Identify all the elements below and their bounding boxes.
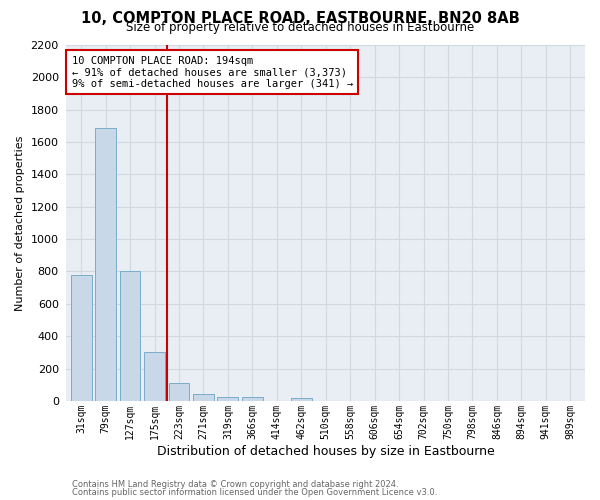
Y-axis label: Number of detached properties: Number of detached properties xyxy=(15,136,25,310)
Bar xyxy=(217,397,238,401)
Bar xyxy=(169,383,190,401)
X-axis label: Distribution of detached houses by size in Eastbourne: Distribution of detached houses by size … xyxy=(157,444,494,458)
Text: Contains HM Land Registry data © Crown copyright and database right 2024.: Contains HM Land Registry data © Crown c… xyxy=(72,480,398,489)
Text: 10, COMPTON PLACE ROAD, EASTBOURNE, BN20 8AB: 10, COMPTON PLACE ROAD, EASTBOURNE, BN20… xyxy=(80,11,520,26)
Bar xyxy=(193,394,214,401)
Bar xyxy=(291,398,311,401)
Bar xyxy=(95,128,116,401)
Bar xyxy=(144,352,165,401)
Text: Size of property relative to detached houses in Eastbourne: Size of property relative to detached ho… xyxy=(126,22,474,35)
Bar xyxy=(119,272,140,401)
Text: 10 COMPTON PLACE ROAD: 194sqm
← 91% of detached houses are smaller (3,373)
9% of: 10 COMPTON PLACE ROAD: 194sqm ← 91% of d… xyxy=(71,56,353,89)
Bar xyxy=(242,397,263,401)
Text: Contains public sector information licensed under the Open Government Licence v3: Contains public sector information licen… xyxy=(72,488,437,497)
Bar xyxy=(71,274,92,401)
